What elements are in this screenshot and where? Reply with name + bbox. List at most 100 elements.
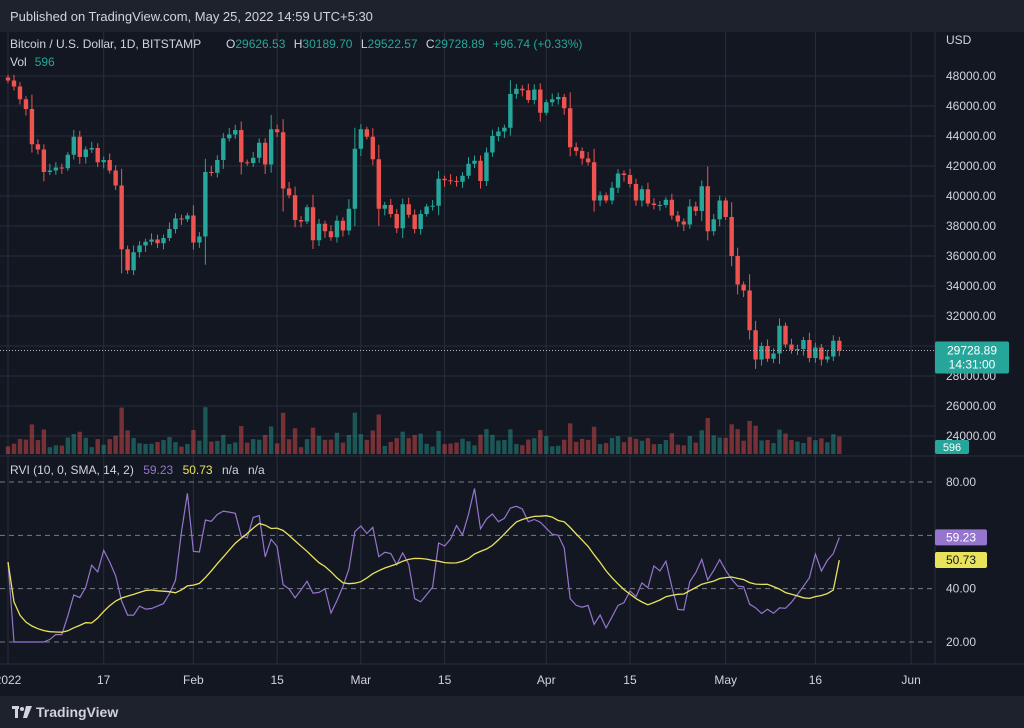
candle-body <box>209 172 214 173</box>
currency-label: USD <box>946 33 972 47</box>
candle-body <box>562 97 567 109</box>
volume-bar <box>567 423 573 454</box>
candle-body <box>621 173 627 175</box>
candle-body <box>550 99 555 103</box>
candle-body <box>591 162 597 201</box>
volume-bar <box>430 446 435 454</box>
volume-bar <box>191 430 196 454</box>
volume-bar <box>508 429 513 454</box>
price-chart[interactable]: 24000.0026000.0028000.0030000.0032000.00… <box>0 32 1024 696</box>
volume-bar <box>669 433 675 454</box>
volume-bar <box>107 439 112 454</box>
candle-body <box>633 184 639 201</box>
volume-bar <box>795 441 800 454</box>
symbol-title: Bitcoin / U.S. Dollar, 1D, BITSTAMP <box>10 37 201 51</box>
candle-body <box>215 160 220 173</box>
candle-body <box>35 144 41 150</box>
candle-body <box>83 149 88 157</box>
volume-bar <box>478 434 483 454</box>
volume-bar <box>322 439 328 454</box>
time-axis[interactable]: 2022 17 Feb 15 Mar 15 Apr 15 May 16 Jun <box>0 673 921 687</box>
volume-bar <box>53 445 59 454</box>
candle-body <box>556 97 561 100</box>
volume-bar <box>245 442 250 454</box>
candle-body <box>95 148 100 163</box>
rvi-na-1: n/a <box>222 463 239 477</box>
candle-body <box>729 217 734 256</box>
candle-body <box>544 102 549 113</box>
volume-bar <box>765 439 770 454</box>
candle-body <box>448 180 453 182</box>
rvi-line <box>7 488 840 643</box>
candle-body <box>71 136 76 155</box>
candle-body <box>400 204 405 229</box>
candle-body <box>274 129 280 133</box>
candle-body <box>741 284 746 291</box>
candle-body <box>101 160 106 163</box>
volume-bar <box>789 440 794 454</box>
candle-body <box>197 236 202 243</box>
candle-body <box>125 249 130 271</box>
volume-bar <box>280 412 286 454</box>
time-tick-label: Jun <box>901 673 920 687</box>
rvi-sma-tag-value: 50.73 <box>946 553 976 567</box>
volume-bar <box>585 439 591 454</box>
candle-body <box>113 170 118 186</box>
price-tick-label: 42000.00 <box>946 159 996 173</box>
volume-bar <box>639 440 645 454</box>
volume-bar <box>460 438 465 454</box>
volume-bar <box>35 440 41 454</box>
price-tick-label: 26000.00 <box>946 399 996 413</box>
volume-bar <box>651 444 657 454</box>
candle-body <box>573 147 579 151</box>
candle-body <box>693 206 698 211</box>
volume-bar <box>346 434 352 454</box>
candle-body <box>789 344 794 350</box>
price-axis[interactable]: 24000.0026000.0028000.0030000.0032000.00… <box>946 69 996 443</box>
volume-tag: 596 <box>935 440 969 454</box>
time-tick-label: 17 <box>97 673 111 687</box>
candle-body <box>472 160 477 164</box>
candle-body <box>203 172 208 237</box>
volume-bar <box>831 434 836 454</box>
volume-bar <box>292 428 298 454</box>
candle-body <box>460 175 465 182</box>
candle-body <box>89 148 94 150</box>
candle-body <box>615 173 621 188</box>
candle-body <box>837 340 842 351</box>
candle-body <box>717 200 722 220</box>
volume-bar <box>221 434 226 454</box>
candle-body <box>53 167 59 171</box>
volume-bar <box>645 438 651 454</box>
volume-bar <box>77 431 82 454</box>
candle-body <box>77 136 82 157</box>
volume-bar <box>101 444 106 454</box>
rvi-tick-label: 20.00 <box>946 635 976 649</box>
volume-bar <box>783 433 788 454</box>
volume-bar <box>693 442 698 454</box>
volume-bar <box>532 438 537 454</box>
volume-bar <box>65 437 71 454</box>
volume-bars <box>5 407 842 454</box>
volume-bar <box>490 434 495 454</box>
volume-bar <box>268 426 274 454</box>
volume-bar <box>215 440 220 454</box>
last-price-value: 29728.89 <box>947 344 997 358</box>
volume-bar <box>394 438 399 454</box>
volume-bar <box>496 440 501 454</box>
volume-bar <box>167 437 172 454</box>
candle-body <box>669 199 675 216</box>
volume-bar <box>723 437 728 454</box>
candle-body <box>801 340 806 349</box>
candle-body <box>490 136 495 153</box>
top-bar: Published on TradingView.com, May 25, 20… <box>0 0 1024 32</box>
volume-bar <box>837 436 842 454</box>
candle-body <box>221 138 226 160</box>
price-tick-label: 40000.00 <box>946 189 996 203</box>
last-price-tag: 29728.89 14:31:00 <box>935 341 1009 374</box>
candle-body <box>825 356 830 360</box>
rvi-sma-line <box>7 515 840 633</box>
price-tick-label: 46000.00 <box>946 99 996 113</box>
rvi-value: 59.23 <box>143 463 173 477</box>
volume-bar <box>591 426 597 454</box>
